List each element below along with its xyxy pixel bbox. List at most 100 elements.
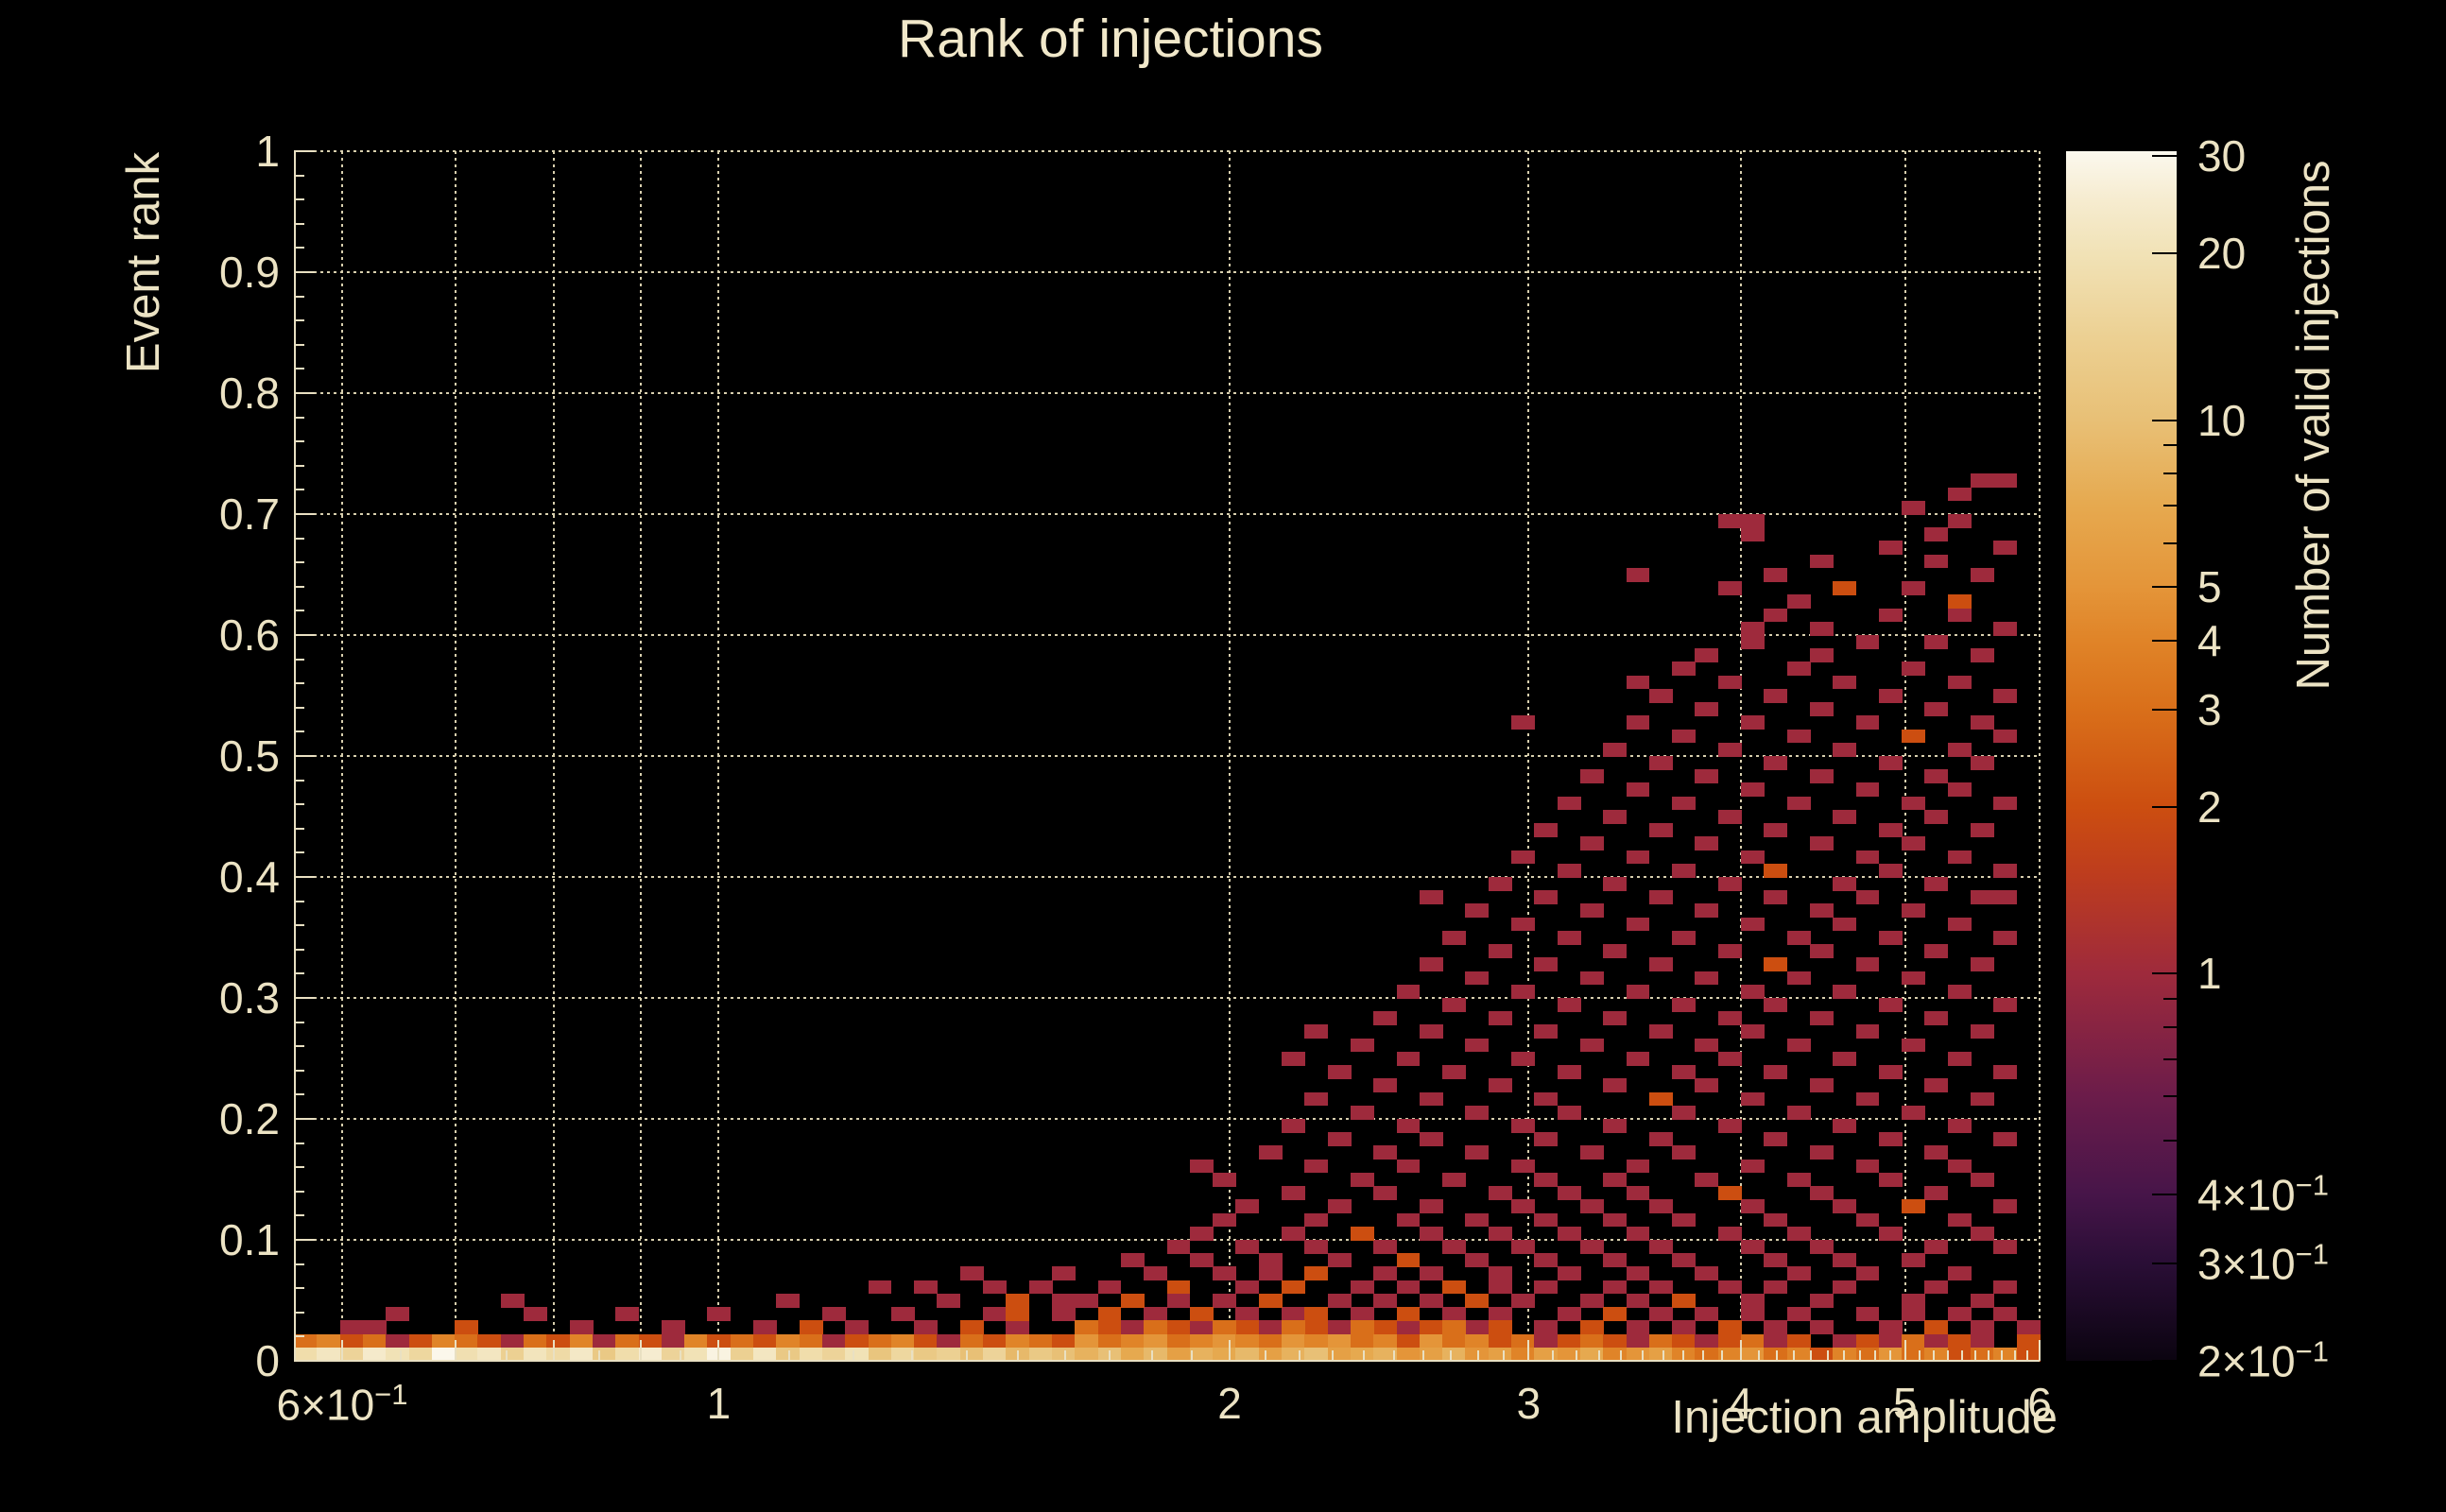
heatmap-cell [1603,1307,1628,1321]
heatmap-cell [546,1347,571,1362]
heatmap-cell [1097,1333,1122,1349]
heatmap-cell [1947,1333,1972,1349]
heatmap-cell [1350,1280,1374,1295]
heatmap-cell [1488,877,1512,891]
heatmap-cell [1626,782,1650,798]
heatmap-cell [1419,1024,1443,1040]
heatmap-cell [1924,1280,1949,1295]
heatmap-cell [339,1320,364,1335]
y-minor-tick [294,198,304,201]
heatmap-cell [1947,742,1972,757]
heatmap-cell [1603,1280,1628,1295]
heatmap-cell [1419,1199,1443,1214]
heatmap-cell [1006,1320,1030,1335]
heatmap-cell [1924,769,1949,784]
x-major-tick [1903,1340,1906,1361]
heatmap-cell [1144,1347,1168,1362]
heatmap-cell [1579,1038,1604,1053]
x-minor-tick [1933,1350,1936,1361]
heatmap-cell [1396,1119,1421,1133]
heatmap-cell [1764,756,1788,770]
heatmap-cell [661,1333,685,1349]
heatmap-cell [1534,1253,1559,1268]
heatmap-cell [1465,1333,1490,1349]
heatmap-cell [1741,1240,1765,1254]
heatmap-cell [1557,863,1581,878]
y-tick-label: 0.2 [219,1094,280,1143]
heatmap-cell [1235,1347,1260,1362]
heatmap-cell [1809,1320,1834,1335]
heatmap-cell [1809,903,1834,919]
heatmap-cell [1924,527,1949,542]
heatmap-cell [431,1333,456,1349]
heatmap-cell [1971,1226,1994,1241]
heatmap-cell [1006,1333,1030,1349]
heatmap-cell [1855,635,1880,649]
heatmap-cell [1557,998,1581,1012]
heatmap-cell [1075,1320,1099,1335]
heatmap-cell [1878,1132,1903,1147]
y-major-tick [294,513,315,515]
heatmap-cell [1189,1333,1214,1349]
heatmap-cell [1809,769,1834,784]
heatmap-cell [1993,1307,2018,1321]
heatmap-cell [1557,1347,1581,1362]
heatmap-cell [1947,514,1972,528]
heatmap-cell [1717,1280,1742,1295]
heatmap-cell [1648,890,1673,905]
heatmap-cell [386,1347,410,1362]
heatmap-cell [1695,1172,1719,1187]
heatmap-cell [1971,890,1994,905]
colorbar-tick-label: 2 [2197,782,2222,833]
heatmap-cell [1534,957,1559,972]
heatmap-cell [1971,1320,1994,1335]
heatmap-cell [1327,1333,1352,1349]
x-major-tick [341,1340,344,1361]
heatmap-cell [615,1333,640,1349]
heatmap-cell [1488,1307,1512,1321]
x-minor-tick [1720,1350,1723,1361]
heatmap-cell [1488,1266,1512,1281]
heatmap-cell [1672,1105,1697,1120]
x-minor-tick [1150,1350,1153,1361]
heatmap-cell [1258,1333,1283,1349]
x-minor-tick [1575,1350,1577,1361]
heatmap-cell [1809,1078,1834,1093]
x-minor-tick [400,1350,403,1361]
heatmap-cell [1902,1199,1926,1214]
heatmap-cell [1924,702,1949,716]
heatmap-cell [684,1347,709,1362]
heatmap-cell [983,1307,1007,1321]
heatmap-cell [408,1333,433,1349]
heatmap-cell [1947,487,1972,502]
heatmap-cell [1396,1347,1421,1362]
x-minor-tick [1109,1350,1111,1361]
heatmap-cell [638,1347,663,1362]
heatmap-cell [1579,1293,1604,1308]
heatmap-cell [1075,1347,1099,1362]
heatmap-cell [1741,917,1765,932]
heatmap-cell [1648,1199,1673,1214]
heatmap-cell [821,1333,846,1349]
heatmap-cell [1396,1212,1421,1228]
heatmap-cell [362,1333,387,1349]
heatmap-cell [1741,635,1765,649]
heatmap-cell [1833,1199,1857,1214]
heatmap-cell [339,1333,364,1349]
heatmap-cell [1258,1293,1283,1308]
heatmap-cell [1579,903,1604,919]
heatmap-cell [661,1347,685,1362]
heatmap-cell [1557,796,1581,811]
heatmap-cell [1396,1307,1421,1321]
x-major-tick [553,1340,556,1361]
heatmap-cell [1603,1011,1628,1026]
heatmap-cell [1350,1038,1374,1053]
heatmap-cell [1855,1212,1880,1228]
x-minor-tick [1551,1350,1554,1361]
colorbar-gradient [2066,151,2177,1361]
heatmap-cell [1120,1253,1145,1268]
heatmap-cell [1442,1065,1467,1079]
heatmap-cell [1350,1347,1374,1362]
heatmap-cell [1741,514,1765,528]
